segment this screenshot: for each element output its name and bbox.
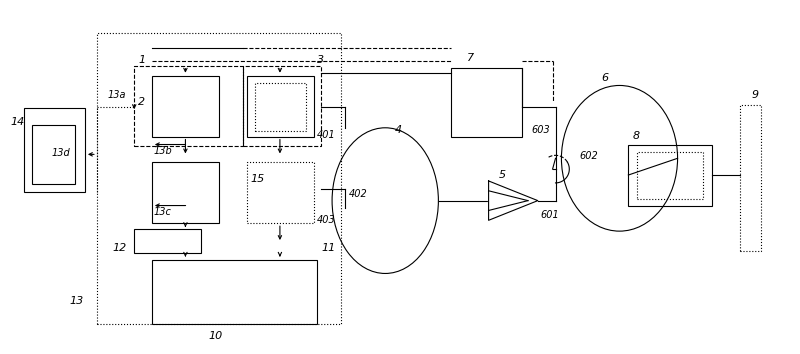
Text: 2: 2	[138, 97, 146, 107]
Text: 402: 402	[349, 189, 367, 199]
Bar	[247, 162, 314, 223]
Text: 1: 1	[138, 55, 146, 65]
Bar	[152, 76, 219, 137]
Text: 13c: 13c	[154, 207, 172, 217]
Text: 12: 12	[113, 243, 127, 253]
Bar	[32, 125, 75, 184]
Bar	[134, 229, 201, 253]
Bar	[247, 76, 314, 137]
Text: 603: 603	[531, 125, 550, 135]
Text: 9: 9	[751, 90, 758, 100]
Bar	[739, 105, 762, 251]
Text: 601: 601	[541, 210, 559, 220]
Text: 6: 6	[602, 73, 609, 82]
Bar	[97, 33, 341, 324]
Text: 15: 15	[250, 174, 265, 184]
Text: 3: 3	[318, 55, 325, 65]
Text: 4: 4	[395, 125, 402, 135]
Text: 13d: 13d	[51, 148, 70, 158]
Text: 10: 10	[208, 331, 222, 341]
Text: 401: 401	[318, 130, 336, 139]
Bar	[24, 108, 85, 192]
Text: 13a: 13a	[108, 90, 126, 100]
Text: 14: 14	[10, 117, 25, 127]
Bar	[152, 260, 318, 324]
Bar	[255, 84, 306, 131]
Text: 602: 602	[579, 151, 598, 161]
Text: 13b: 13b	[154, 146, 173, 156]
Bar	[628, 144, 712, 206]
Bar	[152, 162, 219, 223]
Text: 13: 13	[70, 296, 83, 306]
Text: 7: 7	[467, 53, 474, 63]
Text: 8: 8	[632, 131, 639, 141]
Bar	[242, 66, 322, 147]
Bar	[638, 152, 703, 199]
Text: 403: 403	[318, 215, 336, 225]
Text: 5: 5	[498, 170, 506, 180]
Bar	[451, 68, 522, 137]
Text: 11: 11	[322, 243, 335, 253]
Polygon shape	[489, 181, 538, 220]
Bar	[134, 66, 242, 147]
